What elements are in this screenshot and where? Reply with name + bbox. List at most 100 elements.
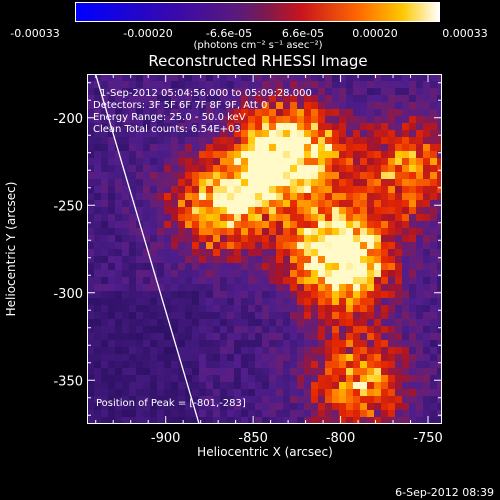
heatmap-cell bbox=[437, 284, 442, 292]
heatmap-cell bbox=[199, 256, 207, 264]
heatmap-cell bbox=[304, 417, 312, 424]
heatmap-cell bbox=[234, 200, 242, 208]
heatmap-cell bbox=[206, 228, 214, 236]
heatmap-cell bbox=[360, 179, 368, 187]
heatmap-cell bbox=[437, 123, 442, 131]
heatmap-cell bbox=[108, 109, 116, 117]
heatmap-cell bbox=[136, 333, 144, 341]
heatmap-cell bbox=[157, 410, 165, 418]
heatmap-cell bbox=[423, 130, 431, 138]
heatmap-cell bbox=[192, 249, 200, 257]
heatmap-cell bbox=[115, 396, 123, 404]
heatmap-cell bbox=[325, 284, 333, 292]
heatmap-cell bbox=[409, 333, 417, 341]
heatmap-cell bbox=[234, 81, 242, 89]
y-axis-label: Heliocentric Y (arcsec) bbox=[4, 181, 18, 317]
heatmap-cell bbox=[283, 144, 291, 152]
heatmap-cell bbox=[374, 368, 382, 376]
heatmap-cell bbox=[150, 347, 158, 355]
heatmap-cell bbox=[360, 137, 368, 145]
heatmap-cell bbox=[276, 221, 284, 229]
heatmap-cell bbox=[388, 270, 396, 278]
heatmap-cell bbox=[136, 326, 144, 334]
heatmap-cell bbox=[87, 347, 95, 355]
heatmap-cell bbox=[388, 123, 396, 131]
heatmap-cell bbox=[360, 263, 368, 271]
heatmap-cell bbox=[255, 81, 263, 89]
heatmap-cell bbox=[339, 158, 347, 166]
heatmap-cell bbox=[283, 270, 291, 278]
heatmap-cell bbox=[311, 172, 319, 180]
heatmap-cell bbox=[192, 333, 200, 341]
heatmap-cell bbox=[297, 158, 305, 166]
heatmap-cell bbox=[136, 116, 144, 124]
heatmap-cell bbox=[360, 144, 368, 152]
heatmap-cell bbox=[374, 88, 382, 96]
heatmap-cell bbox=[402, 102, 410, 110]
heatmap-cell bbox=[199, 284, 207, 292]
heatmap-cell bbox=[171, 242, 179, 250]
heatmap-cell bbox=[304, 256, 312, 264]
heatmap-cell bbox=[87, 193, 95, 201]
heatmap-cell bbox=[185, 319, 193, 327]
heatmap-cell bbox=[94, 249, 102, 257]
heatmap-cell bbox=[388, 291, 396, 299]
heatmap-cell bbox=[353, 340, 361, 348]
heatmap-cell bbox=[157, 200, 165, 208]
heatmap-cell bbox=[437, 242, 442, 250]
heatmap-cell bbox=[241, 403, 249, 411]
heatmap-cell bbox=[143, 361, 151, 369]
heatmap-cell bbox=[185, 277, 193, 285]
heatmap-cell bbox=[297, 417, 305, 424]
heatmap-cell bbox=[381, 116, 389, 124]
heatmap-cell bbox=[381, 354, 389, 362]
heatmap-cell bbox=[374, 144, 382, 152]
heatmap-cell bbox=[297, 389, 305, 397]
heatmap-cell bbox=[360, 214, 368, 222]
heatmap-cell bbox=[437, 270, 442, 278]
heatmap-cell bbox=[395, 368, 403, 376]
heatmap-cell bbox=[262, 305, 270, 313]
heatmap-cell bbox=[185, 102, 193, 110]
heatmap-cell bbox=[367, 319, 375, 327]
heatmap-cell bbox=[437, 389, 442, 397]
heatmap-cell bbox=[332, 116, 340, 124]
heatmap-cell bbox=[311, 270, 319, 278]
heatmap-cell bbox=[402, 81, 410, 89]
heatmap-cell bbox=[206, 235, 214, 243]
heatmap-cell bbox=[129, 116, 137, 124]
heatmap-cell bbox=[423, 214, 431, 222]
heatmap-cell bbox=[388, 109, 396, 117]
heatmap-cell bbox=[395, 284, 403, 292]
heatmap-cell bbox=[269, 193, 277, 201]
heatmap-cell bbox=[248, 200, 256, 208]
x-tick-label: -800 bbox=[326, 431, 356, 446]
heatmap-cell bbox=[178, 312, 186, 320]
heatmap-cell bbox=[108, 410, 116, 418]
heatmap-cell bbox=[94, 340, 102, 348]
heatmap-cell bbox=[108, 298, 116, 306]
heatmap-cell bbox=[318, 158, 326, 166]
heatmap-cell bbox=[339, 249, 347, 257]
heatmap-cell bbox=[136, 130, 144, 138]
heatmap-cell bbox=[178, 158, 186, 166]
heatmap-cell bbox=[332, 368, 340, 376]
heatmap-cell bbox=[199, 200, 207, 208]
heatmap-cell bbox=[122, 277, 130, 285]
heatmap-cell bbox=[311, 291, 319, 299]
heatmap-cell bbox=[129, 277, 137, 285]
heatmap-cell bbox=[311, 165, 319, 173]
heatmap-cell bbox=[255, 396, 263, 404]
heatmap-cell bbox=[437, 81, 442, 89]
heatmap-cell bbox=[227, 109, 235, 117]
heatmap-cell bbox=[339, 298, 347, 306]
heatmap-cell bbox=[94, 354, 102, 362]
heatmap-cell bbox=[248, 151, 256, 159]
heatmap-cell bbox=[318, 403, 326, 411]
heatmap-cell bbox=[220, 333, 228, 341]
heatmap-cell bbox=[409, 242, 417, 250]
heatmap-cell bbox=[409, 340, 417, 348]
heatmap-cell bbox=[101, 277, 109, 285]
heatmap-cell bbox=[325, 326, 333, 334]
heatmap-cell bbox=[430, 277, 438, 285]
